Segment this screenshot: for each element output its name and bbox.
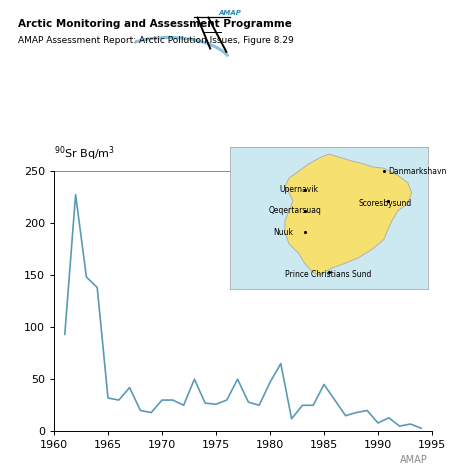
Text: Prince Christians Sund: Prince Christians Sund (285, 271, 371, 279)
Text: Danmarkshavn: Danmarkshavn (388, 167, 446, 175)
Text: AMAP: AMAP (219, 10, 242, 16)
Text: $^{90}$Sr Bq/m$^3$: $^{90}$Sr Bq/m$^3$ (54, 144, 115, 163)
Polygon shape (285, 154, 412, 275)
Text: Upernavik: Upernavik (279, 185, 318, 194)
Text: AMAP: AMAP (400, 455, 428, 465)
Text: Arctic Monitoring and Assessment Programme: Arctic Monitoring and Assessment Program… (18, 19, 292, 29)
Text: Nuuk: Nuuk (273, 228, 293, 237)
Text: AMAP Assessment Report: Arctic Pollution Issues, Figure 8.29: AMAP Assessment Report: Arctic Pollution… (18, 36, 294, 45)
Text: Scoresbysund: Scoresbysund (358, 200, 411, 208)
Text: Qeqertarsuaq: Qeqertarsuaq (269, 207, 322, 215)
